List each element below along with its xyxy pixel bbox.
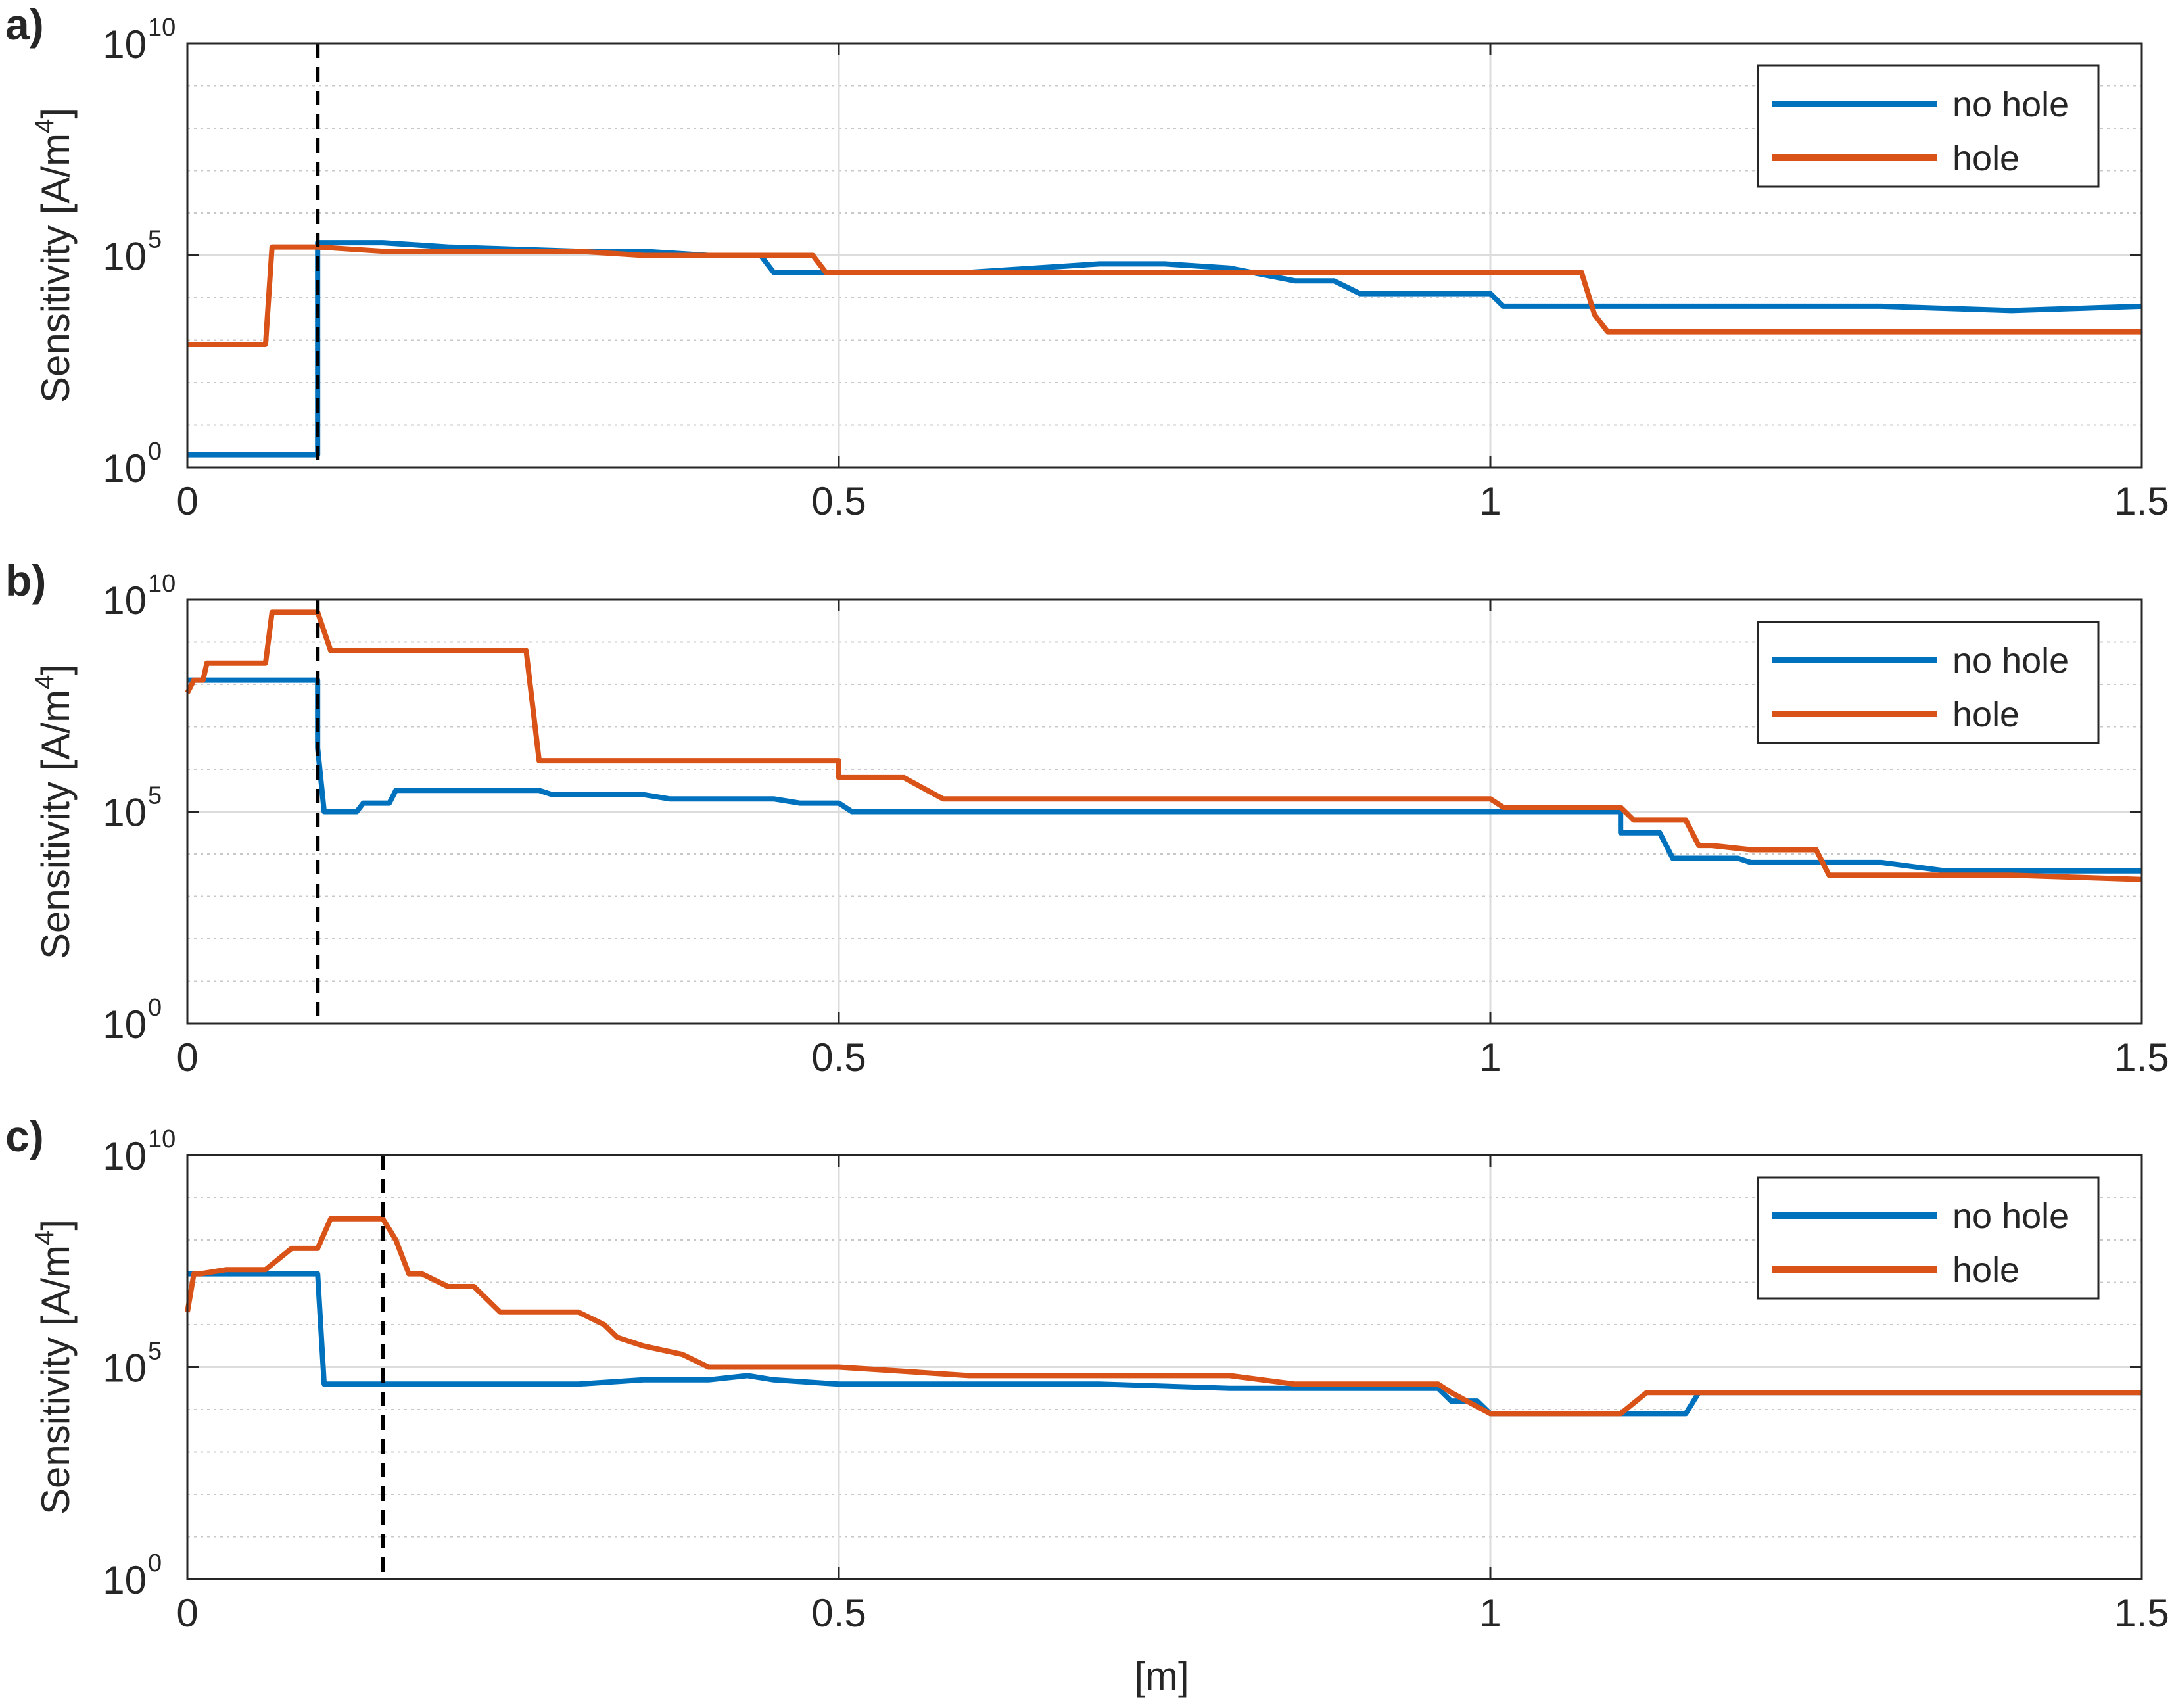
x-tick-label: 0 — [176, 1591, 198, 1635]
y-tick-label: 10 — [103, 1346, 147, 1390]
panel-label: c) — [5, 1112, 44, 1160]
x-tick-label: 1.5 — [2114, 1035, 2169, 1079]
legend-box — [1757, 1176, 2100, 1300]
legend-label: hole — [1952, 1250, 2020, 1290]
y-tick-label: 10 — [103, 1558, 147, 1602]
legend-box — [1757, 621, 2100, 744]
y-tick-label-exponent: 0 — [148, 438, 162, 465]
series-line-hole — [187, 244, 2142, 347]
panel-label: a) — [5, 0, 44, 49]
y-tick-label: 10 — [103, 446, 147, 490]
x-tick-label: 0.5 — [811, 479, 866, 523]
y-tick-label-exponent: 10 — [148, 570, 176, 598]
x-tick-label: 0.5 — [811, 1035, 866, 1079]
y-tick-label: 10 — [103, 1003, 147, 1047]
series-line-no-hole — [187, 240, 2142, 458]
y-tick-label: 10 — [103, 791, 147, 835]
x-tick-label: 0 — [176, 1035, 198, 1079]
legend-label: no hole — [1952, 1197, 2069, 1236]
y-tick-label-exponent: 5 — [148, 782, 162, 810]
y-tick-label-exponent: 0 — [148, 1550, 162, 1577]
y-axis-label: Sensitivity [A/m4] — [30, 1220, 78, 1515]
y-tick-label: 10 — [103, 579, 147, 623]
legend-label: hole — [1952, 139, 2020, 178]
x-tick-label: 1.5 — [2114, 479, 2169, 523]
x-axis-label: [m] — [1134, 1654, 1189, 1698]
y-tick-label-exponent: 10 — [148, 14, 176, 41]
y-axis-label: Sensitivity [A/m4] — [30, 108, 78, 403]
y-tick-label-exponent: 5 — [148, 1338, 162, 1365]
x-tick-label: 1 — [1479, 1591, 1501, 1635]
y-tick-label: 10 — [103, 1134, 147, 1178]
legend: no hole hole — [1757, 621, 2100, 744]
y-tick-label-exponent: 5 — [148, 226, 162, 254]
legend-label: no hole — [1952, 85, 2069, 124]
y-tick-label: 10 — [103, 235, 147, 279]
legend-label: no hole — [1952, 641, 2069, 680]
x-tick-label: 0 — [176, 479, 198, 523]
x-tick-label: 1 — [1479, 479, 1501, 523]
series-line-hole — [185, 609, 2142, 882]
legend-label: hole — [1952, 695, 2020, 734]
y-tick-label: 10 — [103, 22, 147, 66]
legend: no hole hole — [1757, 64, 2100, 188]
panel-label: b) — [5, 556, 46, 605]
y-tick-label-exponent: 10 — [148, 1126, 176, 1153]
x-tick-label: 1.5 — [2114, 1591, 2169, 1635]
x-tick-label: 0.5 — [811, 1591, 866, 1635]
series-line-no-hole — [187, 1271, 2142, 1417]
legend: no hole hole — [1757, 1176, 2100, 1300]
x-tick-label: 1 — [1479, 1035, 1501, 1079]
legend-box — [1757, 64, 2100, 188]
y-axis-label: Sensitivity [A/m4] — [30, 664, 78, 959]
series-line-no-hole — [187, 677, 2142, 874]
series-line-hole — [185, 1216, 2142, 1417]
y-tick-label-exponent: 0 — [148, 994, 162, 1022]
